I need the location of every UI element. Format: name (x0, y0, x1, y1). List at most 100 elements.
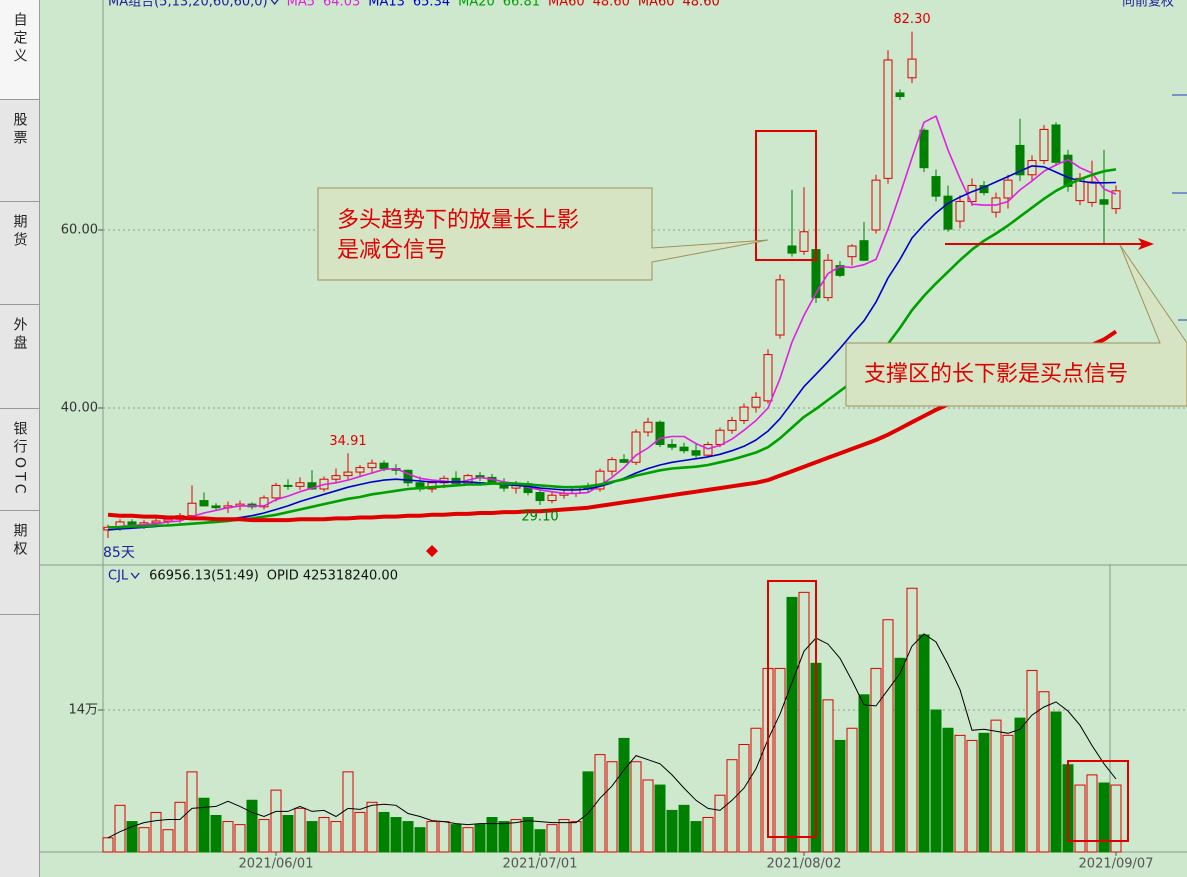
tab-label[interactable]: 股票 (11, 112, 28, 148)
legend-value: 64.03 (323, 0, 360, 10)
volume-bar (258, 819, 270, 853)
volume-bar (774, 667, 786, 853)
x-tick-label: 2021/06/01 (239, 857, 314, 872)
marks: 40.00 60.00 34.91 29.10 82.30 MA组合(5,13,20,60… (61, 0, 1187, 872)
volume-bar (354, 811, 366, 853)
volume-bar (678, 804, 690, 853)
candle-body (187, 502, 197, 517)
volume-bar (798, 591, 810, 853)
candle-body (283, 484, 293, 487)
candle-body (535, 492, 545, 502)
legend-name: MA20 (458, 0, 495, 10)
volume-bar (558, 819, 570, 853)
volume-bar (150, 811, 162, 853)
volume-bar (822, 699, 834, 853)
volume-bar (138, 827, 150, 853)
volume-ma-line (107, 633, 1117, 839)
volume-bar (978, 732, 990, 853)
candle-body (271, 484, 281, 499)
volume-bar (462, 827, 474, 853)
highlight-box (755, 130, 817, 261)
volume-bar (282, 814, 294, 853)
volume-bar (426, 821, 438, 853)
candle-body (1111, 190, 1121, 210)
candle-body (607, 459, 617, 472)
y-tick-label: 14万 (68, 703, 98, 718)
tab-label[interactable]: 期权 (11, 523, 28, 559)
tab-label[interactable]: 自定义 (11, 12, 28, 66)
candle-body (1039, 128, 1049, 162)
tab[interactable]: 自定义 (0, 0, 39, 100)
x-tick-label: 2021/09/07 (1079, 857, 1154, 872)
legend-name: MA60 (548, 0, 585, 10)
tab[interactable]: 外盘 (0, 305, 39, 409)
legend-name: MA13 (368, 0, 405, 10)
volume-bar (1098, 782, 1110, 853)
candle-body (955, 201, 965, 222)
candle-body (691, 450, 701, 456)
volume-bar (414, 827, 426, 853)
volume-bar (738, 743, 750, 853)
volume-bar (1086, 774, 1098, 853)
tab[interactable]: 银行OTC (0, 409, 39, 511)
volume-bar (378, 811, 390, 853)
highlight-box (1067, 760, 1129, 842)
candle-body (295, 482, 305, 487)
candle-body (1003, 179, 1013, 199)
candle-body (451, 477, 461, 485)
volume-bar (642, 779, 654, 853)
candle-body (343, 471, 353, 477)
volume-bar (858, 694, 870, 853)
volume-bar (1038, 691, 1050, 853)
volume-bar (966, 739, 978, 853)
volume-bar (630, 761, 642, 853)
candle-body (655, 421, 665, 445)
tab[interactable]: 期货 (0, 202, 39, 305)
arrow-head (1138, 238, 1154, 250)
volume-bar (570, 821, 582, 853)
dropdown-arrow (130, 572, 140, 580)
candle-body (787, 245, 797, 254)
legend-name: MA60 (638, 0, 675, 10)
tab-label[interactable]: 期货 (11, 214, 28, 250)
candle-body (1051, 124, 1061, 163)
tab[interactable]: 股票 (0, 100, 39, 202)
candle-body (619, 459, 629, 463)
candle-body (679, 446, 689, 452)
candle-body (151, 520, 161, 524)
volume-bar (450, 824, 462, 853)
volume-bar (750, 727, 762, 853)
volume-bar (786, 596, 798, 853)
candle-body (895, 92, 905, 97)
volume-bar (990, 719, 1002, 853)
tab[interactable]: 期权 (0, 511, 39, 615)
volume-bar (126, 821, 138, 853)
legend-name: MA5 (287, 0, 315, 10)
candle-body (1099, 199, 1109, 205)
volume-bar (834, 739, 846, 853)
candle-body (631, 431, 641, 463)
candle-body (643, 421, 653, 433)
indicator-header: CJL (108, 569, 129, 584)
candle-body (931, 176, 941, 197)
volume-bar (714, 794, 726, 853)
tab-label[interactable]: 银行OTC (11, 421, 28, 498)
adjust-mode[interactable]: 向前复权 (1122, 0, 1174, 10)
candle-body (367, 462, 377, 469)
candle-body (403, 469, 413, 484)
volume-bar (1026, 669, 1038, 853)
volume-bar (882, 619, 894, 853)
candle-body (667, 443, 677, 448)
callout-text: 是减仓信号 (337, 238, 447, 263)
dropdown-arrow (270, 0, 279, 6)
volume-bar (102, 837, 114, 853)
volume-bar (186, 771, 198, 853)
readout: 66956.13(51:49) (149, 569, 259, 584)
candle-body (943, 195, 953, 230)
volume-bar (906, 587, 918, 853)
y-tick-label: 60.00 (61, 222, 98, 237)
tab-label[interactable]: 外盘 (11, 317, 28, 353)
candle-body (1063, 154, 1073, 187)
volume-bar (846, 727, 858, 853)
